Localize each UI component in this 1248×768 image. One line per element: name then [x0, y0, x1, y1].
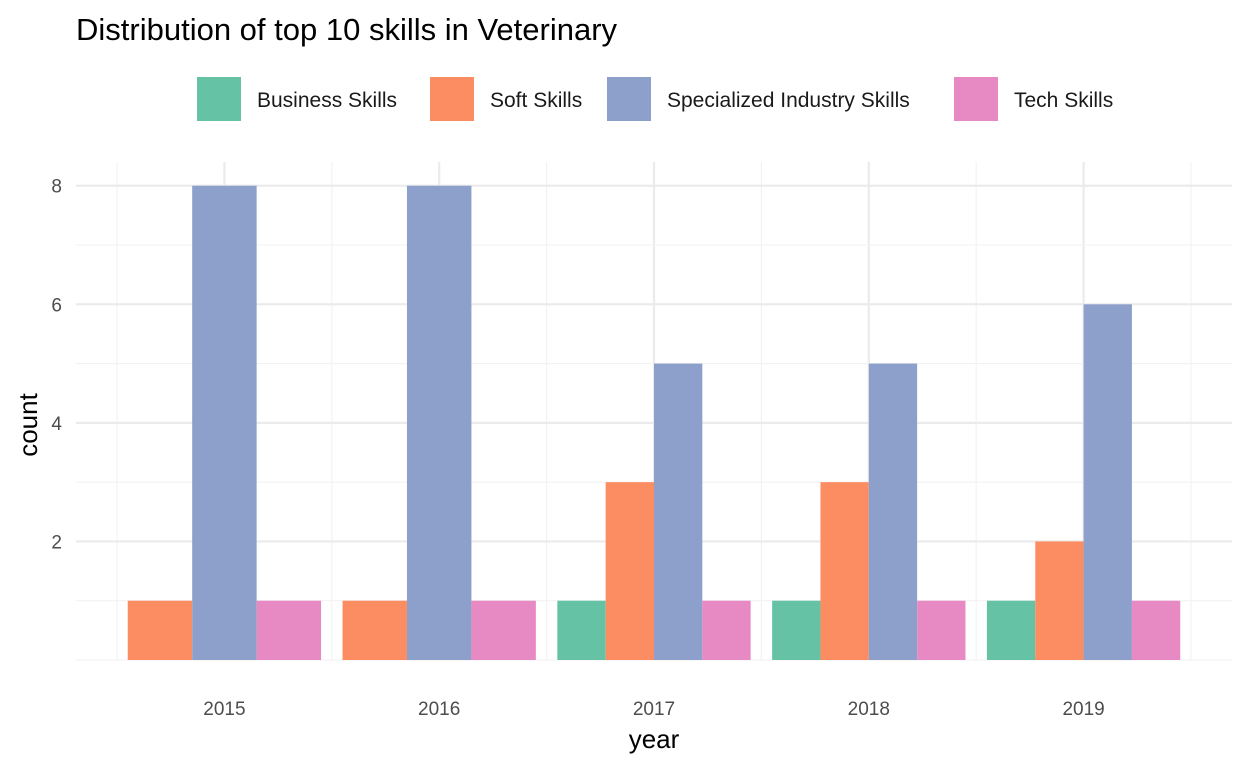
- y-axis-ticks: 2 4 6 8: [51, 177, 62, 554]
- bar: [127, 600, 193, 660]
- x-tick-label: 2018: [848, 699, 890, 720]
- bar: [654, 363, 703, 660]
- bar: [256, 600, 322, 660]
- y-axis-title: count: [13, 392, 43, 456]
- chart-title: Distribution of top 10 skills in Veterin…: [76, 12, 618, 47]
- legend-item: Specialized Industry Skills: [607, 77, 910, 121]
- legend-key: [197, 77, 241, 121]
- legend-item: Soft Skills: [430, 77, 582, 121]
- y-tick-label: 6: [51, 295, 62, 316]
- bar: [471, 600, 536, 660]
- bar: [820, 482, 869, 660]
- legend-label: Tech Skills: [1014, 89, 1113, 112]
- bar: [192, 185, 257, 660]
- bar: [406, 185, 472, 660]
- y-tick-label: 4: [51, 414, 62, 435]
- x-axis-title: year: [629, 724, 680, 754]
- bar: [1131, 600, 1181, 660]
- bar: [1083, 304, 1132, 660]
- bar: [772, 600, 821, 660]
- x-tick-label: 2016: [418, 699, 460, 720]
- x-tick-label: 2015: [203, 699, 245, 720]
- y-tick-label: 2: [51, 532, 62, 553]
- bar: [557, 600, 606, 660]
- legend-label: Specialized Industry Skills: [667, 89, 910, 112]
- bar: [986, 600, 1036, 660]
- legend-item: Business Skills: [197, 77, 397, 121]
- bar: [342, 600, 407, 660]
- bar: [917, 600, 966, 660]
- legend-key: [430, 77, 474, 121]
- bar: [1035, 541, 1084, 660]
- bars: [127, 185, 1181, 660]
- legend-key: [954, 77, 998, 121]
- x-axis-ticks: 2015 2016 2017 2018 2019: [203, 699, 1104, 720]
- legend-key: [607, 77, 651, 121]
- y-tick-label: 8: [51, 177, 62, 198]
- bar: [868, 363, 918, 660]
- legend-label: Business Skills: [257, 89, 397, 112]
- x-tick-label: 2019: [1062, 699, 1104, 720]
- bar: [702, 600, 751, 660]
- legend: Business Skills Soft Skills Specialized In…: [197, 77, 1113, 121]
- legend-item: Tech Skills: [954, 77, 1113, 121]
- legend-label: Soft Skills: [490, 89, 582, 112]
- x-tick-label: 2017: [633, 699, 675, 720]
- bar: [605, 482, 654, 660]
